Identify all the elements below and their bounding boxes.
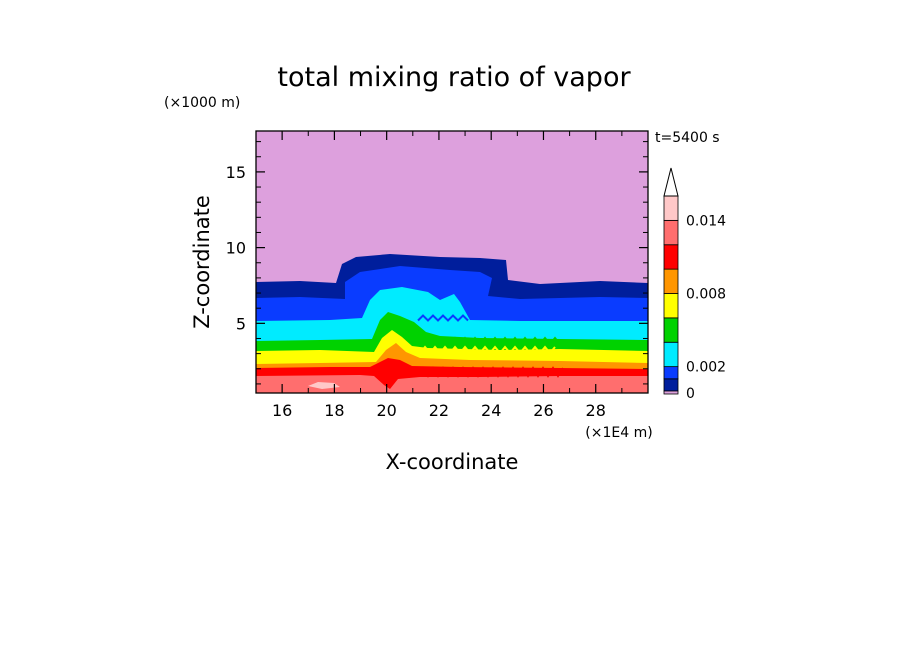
- contour-wave: [417, 314, 469, 322]
- x-axis: 16 18 20 22 24 26 28: [255, 131, 623, 420]
- x-tick-label: 28: [586, 401, 606, 420]
- y-axis-title: Z-coordinate: [190, 195, 214, 329]
- colorbar-segment: [663, 268, 679, 294]
- x-unit-label: (×1E4 m): [585, 425, 652, 441]
- x-tick-label: 20: [376, 401, 396, 420]
- colorbar-tick-label: 0: [686, 386, 695, 402]
- y-axis: 5 10 15: [226, 141, 648, 385]
- x-tick-label: 26: [533, 401, 553, 420]
- plot-frame: [255, 130, 649, 394]
- y-tick-label: 10: [226, 239, 246, 258]
- colorbar-tick-label: 0.014: [686, 213, 726, 229]
- x-tick-label: 16: [272, 401, 292, 420]
- x-tick-label: 24: [481, 401, 501, 420]
- contour-wave: [419, 345, 556, 355]
- colorbar-tick-label: 0.008: [686, 287, 726, 303]
- time-label: t=5400 s: [655, 130, 720, 146]
- contour-wave: [417, 366, 564, 378]
- colorbar-tick-label: 0.002: [686, 360, 726, 376]
- colorbar-segment: [663, 366, 679, 380]
- x-tick-label: 22: [429, 401, 449, 420]
- colorbar-segment: [663, 195, 679, 221]
- colorbar-extend-arrow: [663, 167, 679, 197]
- colorbar-segment: [663, 378, 679, 392]
- colorbar-segment: [663, 219, 679, 246]
- colorbar-segment: [663, 293, 679, 319]
- colorbar-under-segment: [663, 390, 679, 395]
- chart-title: total mixing ratio of vapor: [277, 62, 631, 93]
- contour-band: [256, 375, 648, 393]
- colorbar-segment: [663, 244, 679, 270]
- contour-band: [308, 382, 340, 389]
- colorbar: 0 0.002 0.008 0.014: [663, 167, 726, 402]
- contour-field: [256, 131, 648, 393]
- colorbar-segment: [663, 317, 679, 343]
- y-tick-label: 15: [226, 163, 246, 182]
- y-unit-label: (×1000 m): [164, 95, 240, 111]
- x-axis-title: X-coordinate: [386, 450, 519, 474]
- colorbar-segment: [663, 341, 679, 368]
- x-tick-label: 18: [324, 401, 344, 420]
- y-tick-label: 5: [236, 314, 246, 333]
- contour-wave: [419, 336, 561, 346]
